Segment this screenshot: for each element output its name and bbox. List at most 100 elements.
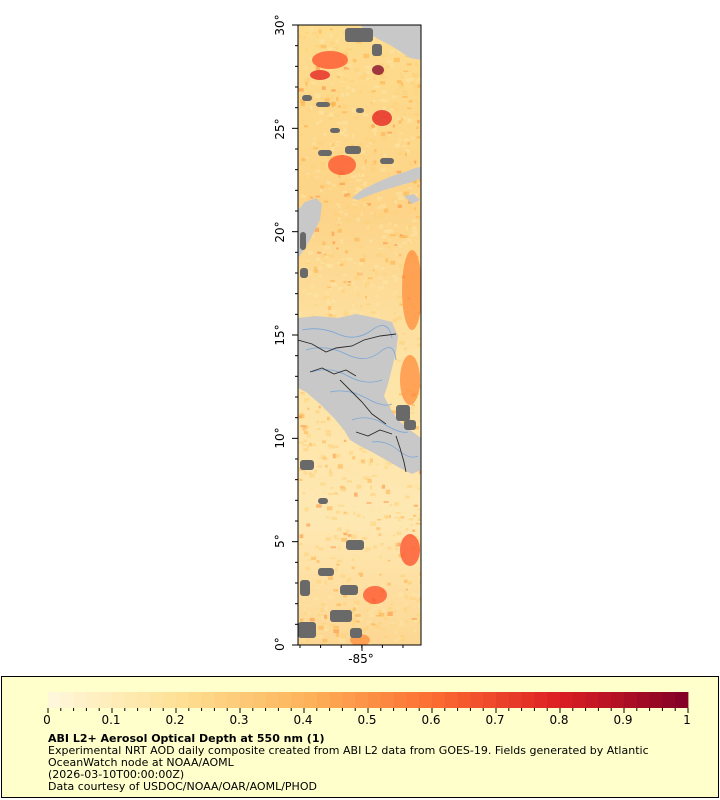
aerosol-speckle <box>358 616 363 621</box>
aerosol-speckle <box>328 115 333 120</box>
aerosol-speckle <box>335 451 340 454</box>
aerosol-speckle <box>398 84 404 89</box>
aerosol-speckle <box>358 576 363 579</box>
aerosol-speckle <box>398 196 405 201</box>
aerosol-speckle <box>369 239 373 243</box>
no-data-patch <box>318 568 334 576</box>
aerosol-speckle <box>369 614 375 617</box>
aerosol-speckle <box>360 476 366 482</box>
aerosol-speckle <box>323 200 329 203</box>
aerosol-speckle <box>412 226 417 231</box>
aerosol-speckle <box>400 82 404 86</box>
aerosol-speckle <box>411 404 415 407</box>
aerosol-speckle <box>407 484 413 488</box>
aerosol-speckle <box>338 105 341 108</box>
aerosol-speckle <box>358 312 364 316</box>
aerosol-speckle <box>337 450 340 452</box>
aerosol-speckle <box>352 558 355 561</box>
aerosol-speckle <box>302 492 306 495</box>
aerosol-speckle <box>358 143 364 148</box>
aerosol-speckle <box>398 526 403 530</box>
aerosol-speckle <box>398 132 403 135</box>
aerosol-speckle <box>343 127 347 132</box>
aerosol-speckle <box>364 220 369 223</box>
aerosol-speckle <box>349 451 354 456</box>
aerosol-speckle <box>417 84 421 88</box>
aerosol-speckle <box>344 219 350 222</box>
aerosol-speckle <box>416 613 421 616</box>
aerosol-speckle <box>336 222 342 226</box>
aerosol-speckle <box>336 603 341 607</box>
aerosol-speckle <box>365 65 371 70</box>
aerosol-speckle <box>417 343 421 347</box>
aerosol-speckle <box>379 81 386 85</box>
aerosol-speckle <box>357 168 360 171</box>
aerosol-speckle <box>401 90 408 92</box>
aerosol-speckle <box>304 552 309 556</box>
aerosol-speckle <box>346 205 349 209</box>
aerosol-speckle <box>371 474 378 477</box>
aerosol-speckle <box>368 461 372 466</box>
aerosol-speckle <box>307 108 311 113</box>
aerosol-speckle <box>383 242 388 245</box>
aerosol-speckle <box>363 72 368 77</box>
aerosol-speckle <box>352 262 357 265</box>
aerosol-speckle <box>378 612 385 617</box>
aerosol-speckle <box>319 581 325 586</box>
colorbar-cell <box>611 692 625 708</box>
aerosol-speckle <box>343 594 347 598</box>
aerosol-speckle <box>377 196 380 201</box>
aerosol-speckle <box>357 458 361 463</box>
aerosol-hotspot <box>372 65 384 75</box>
aerosol-speckle <box>359 258 365 262</box>
aerosol-speckle <box>324 183 330 188</box>
aerosol-speckle <box>327 515 332 518</box>
aerosol-speckle <box>378 40 384 44</box>
aerosol-speckle <box>335 144 340 147</box>
aerosol-speckle <box>362 113 369 117</box>
aerosol-speckle <box>298 311 303 316</box>
aerosol-speckle <box>342 120 348 125</box>
colorbar-cell <box>457 692 471 708</box>
aerosol-speckle <box>322 133 327 136</box>
aerosol-speckle <box>303 175 306 180</box>
aerosol-speckle <box>349 568 355 572</box>
aerosol-speckle <box>352 622 356 626</box>
aerosol-speckle <box>303 612 307 615</box>
aerosol-speckle <box>311 138 317 140</box>
aerosol-speckle <box>396 512 401 514</box>
aerosol-speckle <box>414 62 418 66</box>
aerosol-speckle <box>413 207 416 211</box>
colorbar-ticks <box>47 708 689 713</box>
aerosol-speckle <box>396 117 400 121</box>
aerosol-speckle <box>356 595 359 598</box>
borders <box>298 333 407 473</box>
aerosol-speckle <box>396 223 401 226</box>
aerosol-speckle <box>316 420 319 424</box>
aerosol-speckle <box>373 160 377 165</box>
aerosol-speckle <box>304 125 308 128</box>
aerosol-speckle <box>410 233 415 237</box>
aerosol-speckle <box>376 527 381 531</box>
aerosol-speckle <box>305 47 308 51</box>
colorbar-cell <box>432 692 446 708</box>
aerosol-speckle <box>347 534 352 537</box>
aerosol-speckle <box>309 442 312 447</box>
legend-credit: Data courtesy of USDOC/NOAA/OAR/AOML/PHO… <box>48 780 317 793</box>
aerosol-speckle <box>323 253 327 256</box>
aerosol-speckle <box>347 281 351 283</box>
aerosol-speckle <box>396 607 400 610</box>
aerosol-speckle <box>397 153 403 155</box>
aerosol-speckle <box>413 433 419 437</box>
aerosol-speckle <box>410 80 415 85</box>
colorbar-label-0: 0 <box>43 713 51 727</box>
aerosol-speckle <box>316 579 322 584</box>
aerosol-speckle <box>338 217 341 221</box>
aerosol-speckle <box>343 78 348 81</box>
aerosol-speckle <box>312 574 316 578</box>
colorbar-cell <box>483 692 497 708</box>
aerosol-speckle <box>362 196 369 201</box>
aerosol-speckle <box>310 164 316 169</box>
lon-label-85w: -85° <box>348 652 374 666</box>
aerosol-speckle <box>343 439 347 442</box>
